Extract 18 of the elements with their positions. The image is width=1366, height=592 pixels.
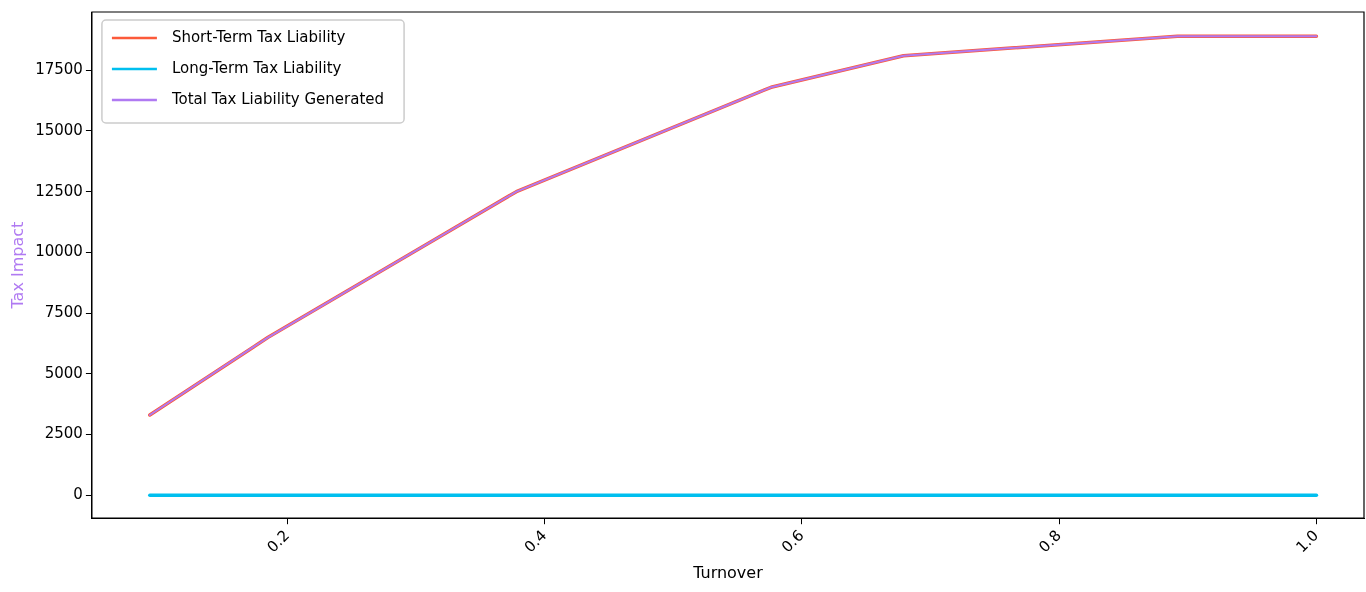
y-tick-label: 7500 [44, 302, 83, 321]
y-axis-title: Tax Impact [7, 221, 27, 310]
y-tick-label: 17500 [35, 60, 83, 79]
x-tick-label: 0.2 [263, 526, 293, 557]
x-tick-label: 0.4 [520, 526, 551, 557]
y-tick-label: 0 [73, 485, 83, 504]
legend-label: Total Tax Liability Generated [170, 89, 385, 108]
x-axis-title: Turnover [692, 562, 764, 582]
y-tick-label: 5000 [44, 363, 83, 382]
x-tick-label: 0.8 [1035, 526, 1065, 557]
y-tick-label: 10000 [35, 242, 83, 261]
legend-label: Long-Term Tax Liability [171, 58, 342, 77]
y-tick-label: 2500 [44, 424, 83, 443]
x-tick-label: 0.6 [777, 526, 808, 557]
y-tick-label: 15000 [35, 120, 83, 139]
x-tick-label: 1.0 [1292, 526, 1322, 557]
y-tick-label: 12500 [35, 181, 83, 200]
legend-label: Short-Term Tax Liability [171, 27, 346, 46]
